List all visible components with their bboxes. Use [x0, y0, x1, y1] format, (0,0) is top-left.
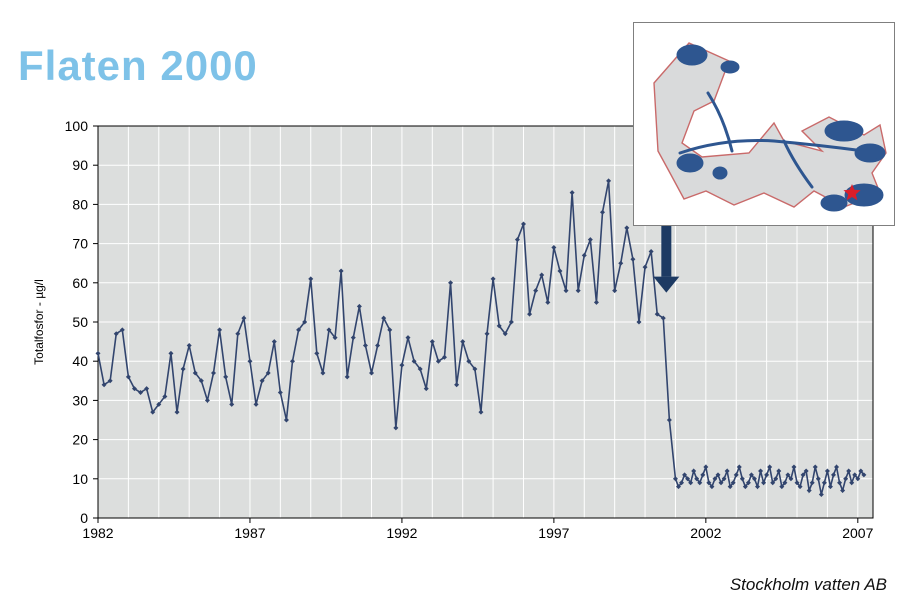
- xtick-label: 1987: [234, 525, 265, 541]
- xtick-label: 1997: [538, 525, 569, 541]
- ytick-label: 20: [72, 432, 88, 448]
- ytick-label: 10: [72, 471, 88, 487]
- ytick-label: 40: [72, 353, 88, 369]
- attribution: Stockholm vatten AB: [730, 575, 887, 595]
- ytick-label: 70: [72, 236, 88, 252]
- xtick-label: 2007: [842, 525, 873, 541]
- ytick-label: 50: [72, 314, 88, 330]
- xtick-label: 2002: [690, 525, 721, 541]
- y-axis-label: Totalfosfor - µg/l: [32, 279, 46, 365]
- ytick-label: 60: [72, 275, 88, 291]
- inset-map: [633, 22, 895, 226]
- ytick-label: 30: [72, 392, 88, 408]
- inset-map-svg: [634, 23, 894, 225]
- ytick-label: 0: [80, 510, 88, 526]
- xtick-label: 1992: [386, 525, 417, 541]
- xtick-label: 1982: [82, 525, 113, 541]
- page-title: Flaten 2000: [18, 42, 258, 90]
- ytick-label: 100: [65, 118, 89, 134]
- ytick-label: 90: [72, 157, 88, 173]
- ytick-label: 80: [72, 196, 88, 212]
